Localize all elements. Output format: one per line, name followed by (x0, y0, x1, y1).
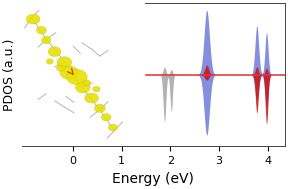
Ellipse shape (85, 93, 98, 103)
Bar (22, 3, 143, 146)
Ellipse shape (101, 114, 111, 121)
Ellipse shape (48, 47, 61, 57)
Ellipse shape (46, 59, 53, 64)
Ellipse shape (93, 86, 100, 92)
Ellipse shape (109, 124, 117, 131)
Y-axis label: PDOS (a.u.): PDOS (a.u.) (3, 39, 16, 111)
Ellipse shape (26, 14, 40, 24)
Ellipse shape (75, 82, 90, 93)
Ellipse shape (57, 57, 72, 68)
Ellipse shape (42, 36, 51, 44)
Ellipse shape (94, 104, 105, 112)
Ellipse shape (67, 70, 87, 85)
Ellipse shape (37, 26, 46, 34)
Ellipse shape (83, 80, 90, 86)
Ellipse shape (56, 65, 65, 71)
X-axis label: Energy (eV): Energy (eV) (112, 172, 194, 186)
Ellipse shape (60, 66, 78, 79)
